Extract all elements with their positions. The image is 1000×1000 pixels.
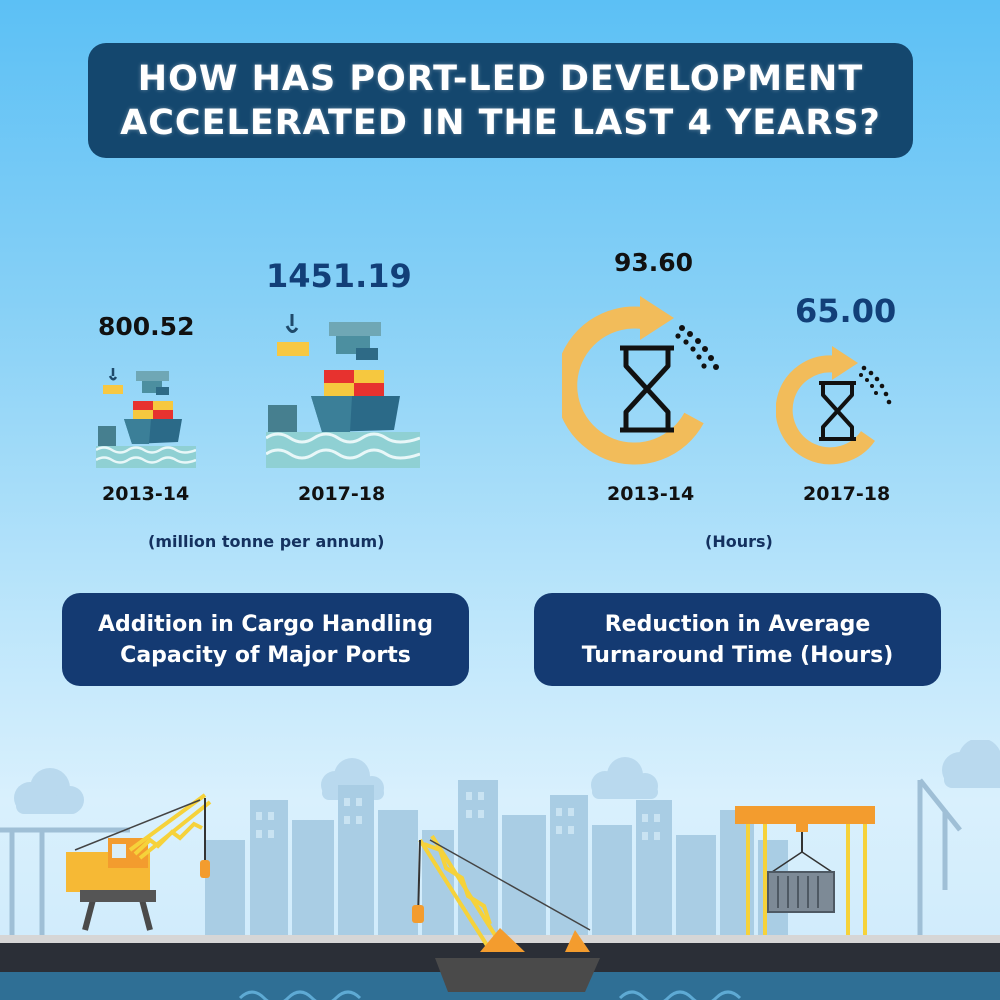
hourglass-icon <box>819 381 856 441</box>
title-banner: HOW HAS PORT-LED DEVELOPMENT ACCELERATED… <box>88 43 913 158</box>
gantry-crane-icon <box>735 806 875 935</box>
cargo-year-2013: 2013-14 <box>102 483 190 505</box>
cargo-year-2017: 2017-18 <box>298 483 386 505</box>
turnaround-year-2017: 2017-18 <box>803 483 891 505</box>
cargo-label-line-2: Capacity of Major Ports <box>120 642 411 668</box>
hourglass-cycle-icon <box>562 296 719 465</box>
port-scene-illustration <box>0 740 1000 1000</box>
hourglass-icon <box>620 345 674 433</box>
cargo-ship-icon-large <box>266 314 420 468</box>
cargo-unit-label: (million tonne per annum) <box>148 532 385 551</box>
cargo-value-2017: 1451.19 <box>266 257 412 295</box>
turnaround-unit-label: (Hours) <box>705 532 773 551</box>
cloud-icon <box>14 740 1000 814</box>
title-line-1: HOW HAS PORT-LED DEVELOPMENT <box>137 58 864 99</box>
crane-hook-icon <box>277 314 309 356</box>
cargo-value-2013: 800.52 <box>98 312 195 341</box>
port-crane-icon <box>66 793 212 931</box>
background-crane-icon <box>0 778 962 940</box>
cargo-ship-icon <box>96 368 196 468</box>
floating-crane-icon <box>412 834 600 992</box>
turnaround-label-line-1: Reduction in Average <box>604 611 871 637</box>
crane-hook-icon <box>103 368 123 394</box>
turnaround-value-2017: 65.00 <box>795 292 897 330</box>
cargo-capacity-label: Addition in Cargo Handling Capacity of M… <box>62 593 469 686</box>
cargo-label-line-1: Addition in Cargo Handling <box>98 611 433 637</box>
turnaround-time-label: Reduction in Average Turnaround Time (Ho… <box>534 593 941 686</box>
city-skyline <box>205 780 788 940</box>
turnaround-value-2013: 93.60 <box>614 248 694 277</box>
title-line-2: ACCELERATED IN THE LAST 4 YEARS? <box>120 102 881 143</box>
hourglass-cycle-icon-small <box>776 346 892 465</box>
turnaround-year-2013: 2013-14 <box>607 483 695 505</box>
turnaround-label-line-2: Turnaround Time (Hours) <box>581 642 894 668</box>
